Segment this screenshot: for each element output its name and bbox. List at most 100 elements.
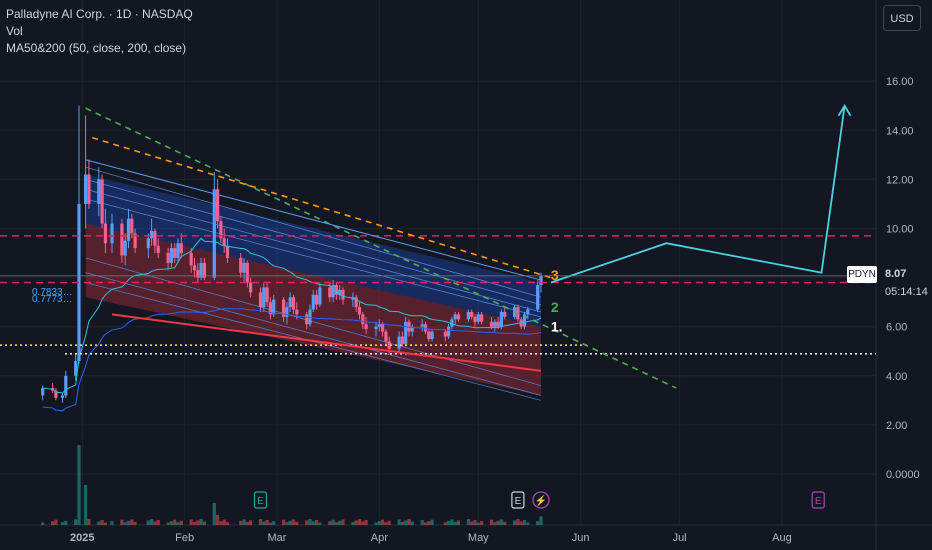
candle-body[interactable]: [249, 282, 253, 293]
candle-body[interactable]: [146, 238, 150, 249]
candle-body[interactable]: [242, 262, 246, 273]
candle-body[interactable]: [173, 248, 177, 258]
candle-body[interactable]: [499, 311, 503, 327]
candle-body[interactable]: [272, 299, 276, 315]
candle-body[interactable]: [202, 262, 206, 278]
candle-body[interactable]: [216, 189, 220, 222]
candle-body[interactable]: [239, 257, 243, 273]
candle-body[interactable]: [282, 299, 286, 317]
candle-body[interactable]: [420, 324, 424, 327]
green-dashed-trendline[interactable]: [85, 107, 677, 389]
candle-body[interactable]: [318, 287, 322, 305]
candle-body[interactable]: [338, 289, 342, 295]
candle-body[interactable]: [150, 230, 154, 239]
candle-body[interactable]: [387, 341, 391, 349]
candle-body[interactable]: [169, 248, 173, 263]
candle-body[interactable]: [308, 309, 312, 325]
candle-body[interactable]: [489, 321, 494, 327]
candle-body[interactable]: [291, 297, 296, 310]
candle-body[interactable]: [100, 179, 104, 224]
candlestick-series[interactable]: [41, 105, 543, 403]
candle-body[interactable]: [285, 307, 289, 317]
price-axis[interactable]: 16.0014.0012.0010.008.006.004.002.000.00…: [886, 76, 920, 481]
candle-body[interactable]: [84, 174, 88, 204]
candle-body[interactable]: [430, 331, 434, 339]
orange-dashed-trendline[interactable]: [91, 136, 552, 279]
candle-body[interactable]: [466, 311, 470, 320]
candle-body[interactable]: [262, 287, 266, 308]
candle-body[interactable]: [97, 179, 101, 204]
candle-body[interactable]: [41, 388, 45, 396]
candle-body[interactable]: [381, 324, 385, 332]
ma-legend[interactable]: MA50&200 (50, close, 200, close): [6, 41, 187, 55]
candle-body[interactable]: [341, 289, 345, 300]
candle-body[interactable]: [384, 331, 388, 342]
candle-body[interactable]: [219, 221, 223, 239]
candle-body[interactable]: [199, 262, 203, 278]
candle-body[interactable]: [456, 314, 461, 320]
candle-body[interactable]: [447, 326, 451, 337]
red-support-line[interactable]: [111, 313, 542, 372]
candle-body[interactable]: [334, 284, 338, 295]
candle-body[interactable]: [192, 265, 197, 271]
candle-body[interactable]: [364, 324, 368, 330]
candle-body[interactable]: [120, 223, 124, 256]
candle-body[interactable]: [74, 361, 78, 376]
candle-body[interactable]: [156, 245, 160, 254]
symbol-title[interactable]: Palladyne AI Corp. · 1D · NASDAQ: [6, 7, 193, 21]
candle-body[interactable]: [258, 292, 263, 308]
candle-body[interactable]: [166, 253, 170, 263]
candle-body[interactable]: [539, 275, 543, 285]
volume-legend[interactable]: Vol: [6, 24, 23, 38]
candle-body[interactable]: [222, 238, 226, 246]
candle-body[interactable]: [176, 243, 180, 258]
candle-body[interactable]: [315, 294, 319, 305]
candle-body[interactable]: [526, 309, 530, 315]
candle-body[interactable]: [400, 336, 404, 344]
candle-body[interactable]: [130, 218, 134, 234]
candle-body[interactable]: [476, 314, 480, 322]
candle-body[interactable]: [64, 375, 68, 396]
candle-body[interactable]: [443, 331, 447, 337]
candle-body[interactable]: [60, 395, 65, 398]
projection-path[interactable]: [550, 105, 846, 284]
candle-body[interactable]: [404, 321, 408, 344]
candle-body[interactable]: [536, 284, 540, 310]
candle-body[interactable]: [245, 262, 249, 283]
candle-body[interactable]: [153, 230, 157, 246]
candle-body[interactable]: [126, 218, 131, 241]
candle-body[interactable]: [189, 253, 193, 266]
candle-body[interactable]: [450, 319, 454, 327]
event-marker[interactable]: E: [511, 491, 525, 509]
event-marker[interactable]: E: [811, 491, 825, 509]
event-marker[interactable]: E: [253, 491, 268, 509]
candle-body[interactable]: [427, 331, 431, 339]
candle-body[interactable]: [331, 284, 335, 298]
candle-body[interactable]: [377, 324, 381, 327]
currency-button[interactable]: USD: [883, 5, 921, 31]
candle-body[interactable]: [133, 233, 137, 249]
candle-body[interactable]: [397, 336, 401, 349]
candle-body[interactable]: [480, 314, 484, 322]
candle-body[interactable]: [374, 326, 378, 330]
candle-body[interactable]: [493, 321, 497, 327]
event-marker[interactable]: ⚡: [532, 491, 550, 509]
candle-body[interactable]: [212, 189, 216, 278]
candle-body[interactable]: [311, 294, 315, 310]
candle-body[interactable]: [77, 203, 81, 362]
candle-body[interactable]: [503, 311, 507, 317]
candle-body[interactable]: [196, 270, 200, 278]
candle-body[interactable]: [179, 243, 183, 254]
candle-body[interactable]: [295, 309, 299, 315]
candle-body[interactable]: [410, 326, 414, 332]
candle-body[interactable]: [225, 245, 230, 258]
candle-body[interactable]: [110, 223, 114, 244]
candle-body[interactable]: [361, 314, 365, 325]
candle-body[interactable]: [54, 390, 58, 398]
candle-body[interactable]: [123, 240, 127, 256]
candle-body[interactable]: [473, 316, 477, 322]
candle-body[interactable]: [354, 297, 358, 308]
candle-body[interactable]: [328, 287, 332, 298]
candle-body[interactable]: [103, 223, 107, 244]
